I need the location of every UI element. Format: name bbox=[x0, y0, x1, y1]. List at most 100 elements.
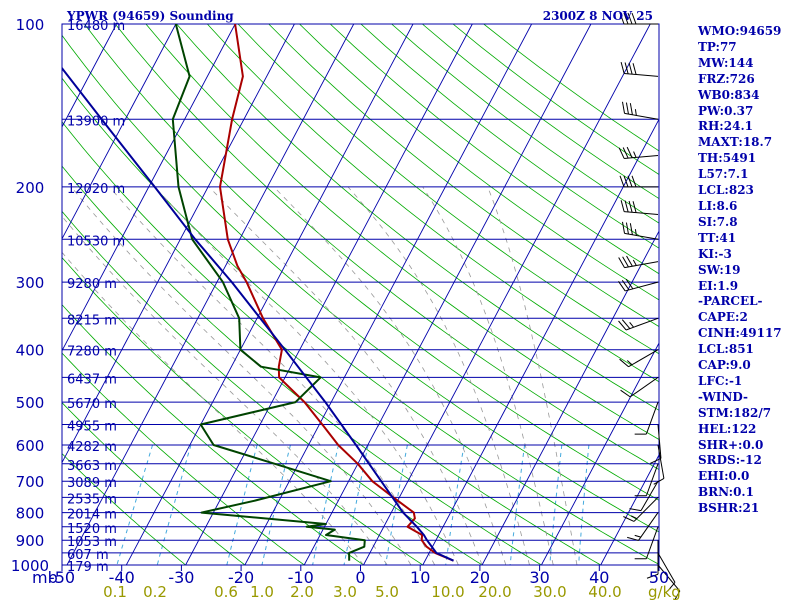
stability-index: -PARCEL- bbox=[698, 294, 763, 309]
stability-index: CAP:9.0 bbox=[698, 358, 751, 373]
mixing-ratio-label: 0.1 bbox=[103, 583, 127, 600]
stability-index: LCL:851 bbox=[698, 342, 754, 357]
isotherm-line bbox=[66, 24, 355, 565]
pressure-unit-label: mb bbox=[32, 568, 58, 587]
wind-barb bbox=[620, 200, 659, 216]
stability-index: FRZ:726 bbox=[698, 71, 755, 86]
height-label: 4955 m bbox=[67, 420, 117, 435]
wind-barb-staff bbox=[628, 349, 659, 368]
wind-barb-flag bbox=[619, 175, 625, 188]
stability-index: KI:-3 bbox=[698, 246, 732, 261]
wind-barb bbox=[618, 255, 659, 269]
stability-index: EHI:0.0 bbox=[698, 469, 750, 484]
chart-station-title: YPWR (94659) Sounding bbox=[66, 9, 234, 23]
wind-barb-half-flag bbox=[634, 534, 641, 538]
wind-barb bbox=[650, 424, 662, 464]
isotherm-line bbox=[125, 24, 414, 565]
stability-index: -WIND- bbox=[698, 389, 748, 404]
stability-index: MW:144 bbox=[698, 55, 754, 70]
wind-barb bbox=[646, 540, 659, 579]
wind-barb-staff bbox=[640, 480, 659, 511]
chart-time-title: 2300Z 8 NOV 25 bbox=[543, 9, 653, 23]
wind-barb-staff bbox=[657, 444, 665, 479]
isotherm-line bbox=[422, 118, 659, 565]
wind-barb-staff bbox=[624, 261, 659, 269]
height-label: 6437 m bbox=[67, 372, 117, 387]
pressure-label: 700 bbox=[16, 473, 45, 491]
temperature-label: -10 bbox=[288, 568, 314, 587]
stability-index: HEL:122 bbox=[698, 421, 757, 436]
stability-index: BRN:0.1 bbox=[698, 485, 754, 500]
height-label: 1520 m bbox=[67, 522, 117, 537]
stability-index: BSHR:21 bbox=[698, 501, 760, 516]
wind-barb bbox=[618, 317, 659, 331]
stability-index: LCL:823 bbox=[698, 183, 754, 198]
height-label: 5670 m bbox=[67, 397, 117, 412]
wind-barb-flag bbox=[620, 62, 625, 74]
wind-barb-flag bbox=[632, 201, 637, 213]
mixing-ratio-label: 0.2 bbox=[143, 583, 167, 600]
stability-index: CINH:49117 bbox=[698, 326, 782, 341]
pressure-label: 600 bbox=[16, 437, 45, 455]
wind-barb-flag bbox=[621, 280, 630, 291]
pressure-label: 300 bbox=[16, 274, 45, 292]
height-label: 16480 m bbox=[67, 19, 125, 34]
wind-barb-staff bbox=[625, 317, 659, 331]
temperature-label: 40 bbox=[589, 568, 609, 587]
mixing-ratio-line bbox=[312, 444, 339, 565]
stability-index: LI:8.6 bbox=[698, 198, 738, 213]
wind-barbs bbox=[618, 12, 681, 600]
wind-barb-flag bbox=[650, 457, 662, 464]
wind-barb-staff bbox=[624, 211, 659, 216]
height-label: 3663 m bbox=[67, 459, 117, 474]
wind-barb-flag bbox=[627, 175, 633, 188]
wind-barb bbox=[618, 278, 659, 292]
wind-barb-flag bbox=[631, 175, 637, 188]
mixing-ratio-line bbox=[385, 444, 408, 565]
stability-index: TH:5491 bbox=[698, 151, 757, 166]
wind-barb-half-flag bbox=[632, 259, 637, 266]
wind-barb-flag bbox=[629, 223, 633, 235]
stability-index: TT:41 bbox=[698, 230, 737, 245]
wind-barb-staff bbox=[624, 232, 659, 240]
wind-barb bbox=[619, 12, 658, 25]
mixing-ratio-line bbox=[226, 444, 258, 565]
wind-barb-staff bbox=[638, 512, 659, 541]
temperature-label: 0 bbox=[355, 568, 365, 587]
mixing-ratio-label: 10.0 bbox=[431, 583, 464, 600]
wind-barb bbox=[657, 564, 681, 600]
wind-barb bbox=[623, 497, 659, 522]
wind-barb-flag bbox=[623, 175, 629, 188]
height-label: 179 m bbox=[67, 560, 109, 575]
height-label: 2014 m bbox=[67, 508, 117, 523]
stability-index: LFC:-1 bbox=[698, 373, 743, 388]
wind-barb-flag bbox=[674, 590, 681, 600]
temperature-label: 50 bbox=[649, 568, 669, 587]
wind-barb bbox=[629, 480, 659, 512]
stability-index: SI:7.8 bbox=[698, 214, 738, 229]
mixing-ratio-line bbox=[116, 444, 153, 565]
pressure-label: 1000 bbox=[11, 557, 49, 575]
mixing-ratio-line bbox=[509, 444, 526, 565]
wind-barb bbox=[634, 526, 659, 560]
wind-barb-flag bbox=[618, 320, 627, 331]
wind-barb bbox=[618, 146, 659, 159]
wind-barb-staff bbox=[633, 497, 659, 522]
stability-index: SHR+:0.0 bbox=[698, 437, 764, 452]
sounding-traces bbox=[62, 24, 454, 562]
wind-barb-flag bbox=[626, 255, 633, 267]
temperature-label: -40 bbox=[109, 568, 135, 587]
wind-barb-staff bbox=[657, 552, 676, 583]
wind-barb-flag bbox=[624, 200, 629, 213]
temperature-label: 30 bbox=[529, 568, 549, 587]
isotherm-line bbox=[62, 24, 117, 128]
wind-barb bbox=[621, 101, 659, 120]
temperature-label: -50 bbox=[49, 568, 75, 587]
temperature-label: 10 bbox=[410, 568, 430, 587]
wind-barb bbox=[620, 62, 659, 77]
wind-barb-flag bbox=[621, 319, 631, 329]
wind-barb-half-flag bbox=[634, 109, 637, 116]
temperature-label: -30 bbox=[168, 568, 194, 587]
stability-index: RH:24.1 bbox=[698, 119, 753, 134]
